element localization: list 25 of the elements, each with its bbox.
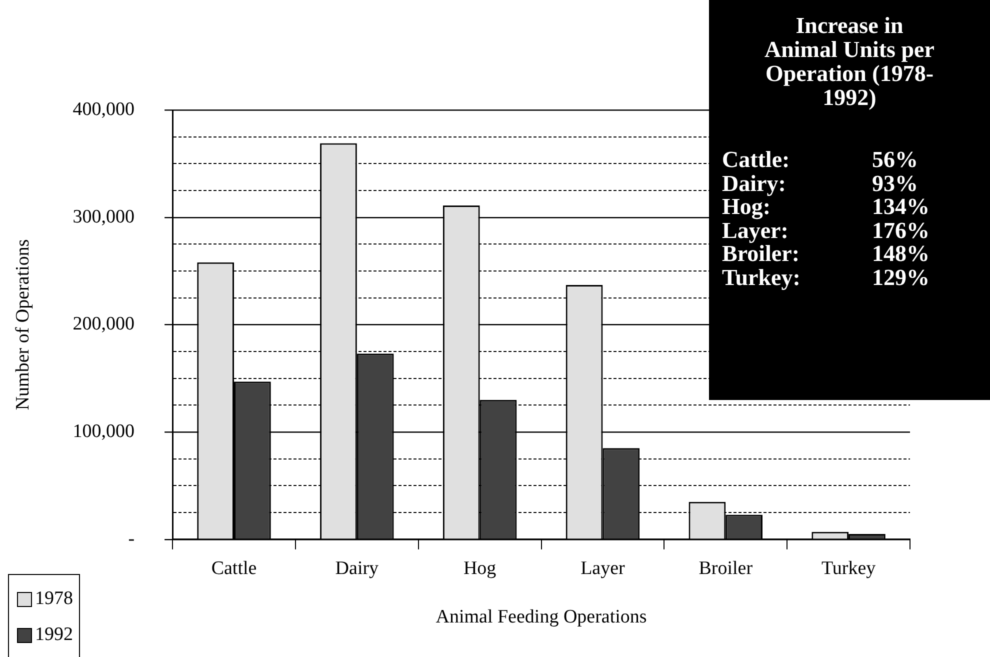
x-tick-label: Cattle <box>211 558 257 579</box>
annotation: 134% <box>872 194 930 219</box>
annotation: 93% <box>872 170 919 196</box>
annotation: Dairy: <box>722 170 787 196</box>
x-tick-label: Layer <box>580 558 626 579</box>
annotation: Turkey: <box>722 264 802 290</box>
y-tick-label: 300,000 <box>72 206 135 228</box>
x-tick-label: Dairy <box>335 558 380 579</box>
annotation: Cattle: <box>722 147 791 172</box>
x-tick-label: Broiler <box>698 558 754 579</box>
y-tick-label: 400,000 <box>72 98 135 120</box>
annotation: 56% <box>872 147 919 172</box>
text: Increase in Animal Units per Operation (1978-1992) <box>764 13 934 110</box>
annotation: 129% <box>872 264 930 290</box>
x-tick-label: Turkey <box>821 558 876 579</box>
x-tick-label: Hog <box>463 558 497 579</box>
legend-label: 1992 <box>34 623 73 647</box>
annotation: 148% <box>872 241 930 266</box>
y-tick-label: - <box>128 528 135 550</box>
x-axis-title: Animal Feeding Operations <box>436 606 647 628</box>
annotation: 176% <box>872 218 930 242</box>
y-axis-title: Number of Operations <box>12 239 34 410</box>
y-tick-label: 100,000 <box>72 421 135 442</box>
y-tick-label: 200,000 <box>72 314 135 335</box>
legend-label: 1978 <box>34 587 73 611</box>
